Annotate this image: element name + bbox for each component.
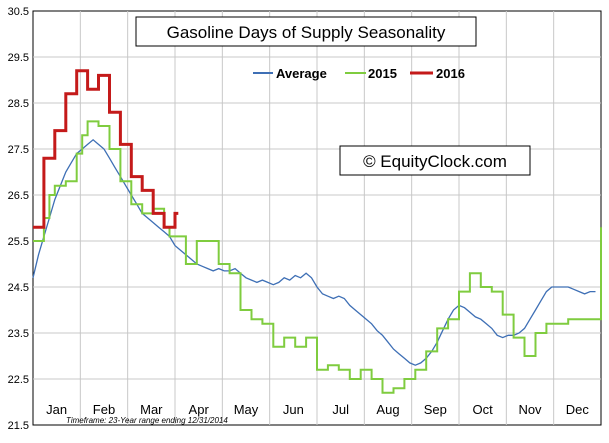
timeframe-footnote: Timeframe: 23-Year range ending 12/31/20… xyxy=(66,416,228,425)
watermark-box xyxy=(339,145,531,176)
y-tick-label: 24.5 xyxy=(8,282,29,294)
watermark-text: © EquityClock.com xyxy=(363,152,507,171)
y-tick-label: 21.5 xyxy=(8,420,29,432)
legend-label-2016: 2016 xyxy=(436,66,465,81)
x-axis-ticks: Jan Feb Mar Apr May Jun Jul Aug Sep Oct Nov Dec xyxy=(46,402,589,417)
x-tick-label: Mar xyxy=(140,402,163,417)
series-lines xyxy=(32,69,602,394)
y-tick-label: 30.5 xyxy=(8,6,29,18)
y-tick-label: 23.5 xyxy=(8,328,29,340)
x-tick-label: Oct xyxy=(473,402,494,417)
x-tick-label: Nov xyxy=(518,402,542,417)
x-tick-label: May xyxy=(234,402,259,417)
title-box xyxy=(135,16,477,47)
y-tick-label: 25.5 xyxy=(8,236,29,248)
x-tick-label: Apr xyxy=(189,402,210,417)
x-tick-label: Jan xyxy=(46,402,67,417)
series-line-average xyxy=(32,138,596,366)
series-line-2016 xyxy=(33,69,179,229)
chart-title: Gasoline Days of Supply Seasonality xyxy=(167,23,446,42)
y-tick-label: 29.5 xyxy=(8,52,29,64)
x-tick-label: Dec xyxy=(566,402,590,417)
x-tick-label: Jul xyxy=(332,402,349,417)
y-tick-label: 22.5 xyxy=(8,374,29,386)
y-axis-ticks: 30.5 29.5 28.5 27.5 26.5 25.5 24.5 23.5 22.5 21.5 xyxy=(8,6,29,432)
x-tick-label: Feb xyxy=(93,402,115,417)
legend-label-2015: 2015 xyxy=(368,66,397,81)
x-tick-label: Jun xyxy=(283,402,304,417)
y-tick-label: 28.5 xyxy=(8,98,29,110)
x-tick-label: Sep xyxy=(424,402,447,417)
grid-lines xyxy=(33,11,601,425)
y-tick-label: 27.5 xyxy=(8,144,29,156)
legend-label-average: Average xyxy=(276,66,327,81)
legend: Average 2015 2016 xyxy=(253,66,465,81)
series-line-2015 xyxy=(33,120,602,394)
y-tick-label: 26.5 xyxy=(8,190,29,202)
x-tick-label: Aug xyxy=(376,402,399,417)
